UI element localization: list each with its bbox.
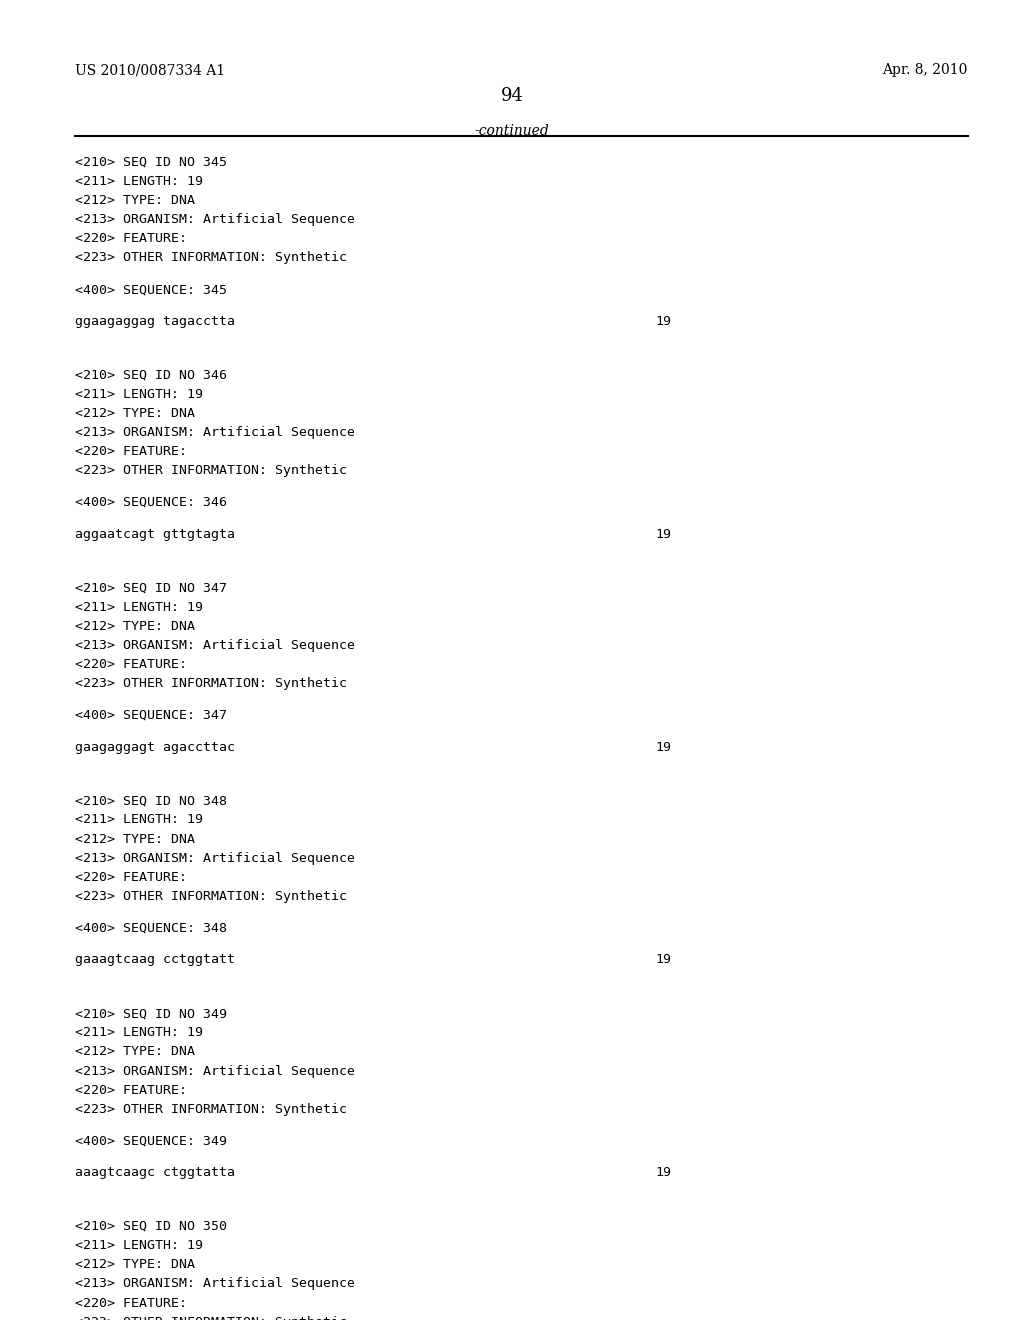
Text: <220> FEATURE:: <220> FEATURE: [75, 445, 186, 458]
Text: 19: 19 [655, 953, 672, 966]
Text: <213> ORGANISM: Artificial Sequence: <213> ORGANISM: Artificial Sequence [75, 1064, 354, 1077]
Text: <220> FEATURE:: <220> FEATURE: [75, 657, 186, 671]
Text: gaaagtcaag cctggtatt: gaaagtcaag cctggtatt [75, 953, 234, 966]
Text: <223> OTHER INFORMATION: Synthetic: <223> OTHER INFORMATION: Synthetic [75, 1102, 347, 1115]
Text: <400> SEQUENCE: 347: <400> SEQUENCE: 347 [75, 709, 226, 722]
Text: -continued: -continued [475, 124, 549, 139]
Text: <400> SEQUENCE: 349: <400> SEQUENCE: 349 [75, 1134, 226, 1147]
Text: <211> LENGTH: 19: <211> LENGTH: 19 [75, 388, 203, 401]
Text: <211> LENGTH: 19: <211> LENGTH: 19 [75, 813, 203, 826]
Text: <212> TYPE: DNA: <212> TYPE: DNA [75, 1258, 195, 1271]
Text: 19: 19 [655, 528, 672, 541]
Text: <223> OTHER INFORMATION: Synthetic: <223> OTHER INFORMATION: Synthetic [75, 677, 347, 690]
Text: <220> FEATURE:: <220> FEATURE: [75, 1296, 186, 1309]
Text: aaagtcaagc ctggtatta: aaagtcaagc ctggtatta [75, 1166, 234, 1179]
Text: <210> SEQ ID NO 349: <210> SEQ ID NO 349 [75, 1007, 226, 1020]
Text: 19: 19 [655, 1166, 672, 1179]
Text: <220> FEATURE:: <220> FEATURE: [75, 871, 186, 884]
Text: <220> FEATURE:: <220> FEATURE: [75, 1084, 186, 1097]
Text: 94: 94 [501, 87, 523, 106]
Text: <210> SEQ ID NO 346: <210> SEQ ID NO 346 [75, 368, 226, 381]
Text: gaagaggagt agaccttac: gaagaggagt agaccttac [75, 741, 234, 754]
Text: <210> SEQ ID NO 350: <210> SEQ ID NO 350 [75, 1220, 226, 1233]
Text: <211> LENGTH: 19: <211> LENGTH: 19 [75, 601, 203, 614]
Text: <212> TYPE: DNA: <212> TYPE: DNA [75, 1045, 195, 1059]
Text: <211> LENGTH: 19: <211> LENGTH: 19 [75, 174, 203, 187]
Text: Apr. 8, 2010: Apr. 8, 2010 [883, 63, 968, 78]
Text: <212> TYPE: DNA: <212> TYPE: DNA [75, 407, 195, 420]
Text: <400> SEQUENCE: 345: <400> SEQUENCE: 345 [75, 282, 226, 296]
Text: aggaatcagt gttgtagta: aggaatcagt gttgtagta [75, 528, 234, 541]
Text: <213> ORGANISM: Artificial Sequence: <213> ORGANISM: Artificial Sequence [75, 639, 354, 652]
Text: <211> LENGTH: 19: <211> LENGTH: 19 [75, 1026, 203, 1039]
Text: <223> OTHER INFORMATION: Synthetic: <223> OTHER INFORMATION: Synthetic [75, 890, 347, 903]
Text: <210> SEQ ID NO 345: <210> SEQ ID NO 345 [75, 156, 226, 169]
Text: <400> SEQUENCE: 346: <400> SEQUENCE: 346 [75, 496, 226, 510]
Text: <400> SEQUENCE: 348: <400> SEQUENCE: 348 [75, 921, 226, 935]
Text: <212> TYPE: DNA: <212> TYPE: DNA [75, 619, 195, 632]
Text: ggaagaggag tagacctta: ggaagaggag tagacctta [75, 314, 234, 327]
Text: <210> SEQ ID NO 348: <210> SEQ ID NO 348 [75, 795, 226, 808]
Text: <220> FEATURE:: <220> FEATURE: [75, 232, 186, 246]
Text: <223> OTHER INFORMATION: Synthetic: <223> OTHER INFORMATION: Synthetic [75, 465, 347, 478]
Text: <223> OTHER INFORMATION: Synthetic: <223> OTHER INFORMATION: Synthetic [75, 1316, 347, 1320]
Text: <212> TYPE: DNA: <212> TYPE: DNA [75, 194, 195, 207]
Text: <223> OTHER INFORMATION: Synthetic: <223> OTHER INFORMATION: Synthetic [75, 251, 347, 264]
Text: <212> TYPE: DNA: <212> TYPE: DNA [75, 833, 195, 846]
Text: <210> SEQ ID NO 347: <210> SEQ ID NO 347 [75, 581, 226, 594]
Text: <211> LENGTH: 19: <211> LENGTH: 19 [75, 1239, 203, 1253]
Text: <213> ORGANISM: Artificial Sequence: <213> ORGANISM: Artificial Sequence [75, 1278, 354, 1291]
Text: US 2010/0087334 A1: US 2010/0087334 A1 [75, 63, 225, 78]
Text: <213> ORGANISM: Artificial Sequence: <213> ORGANISM: Artificial Sequence [75, 426, 354, 440]
Text: 19: 19 [655, 314, 672, 327]
Text: <213> ORGANISM: Artificial Sequence: <213> ORGANISM: Artificial Sequence [75, 851, 354, 865]
Text: 19: 19 [655, 741, 672, 754]
Text: <213> ORGANISM: Artificial Sequence: <213> ORGANISM: Artificial Sequence [75, 213, 354, 226]
